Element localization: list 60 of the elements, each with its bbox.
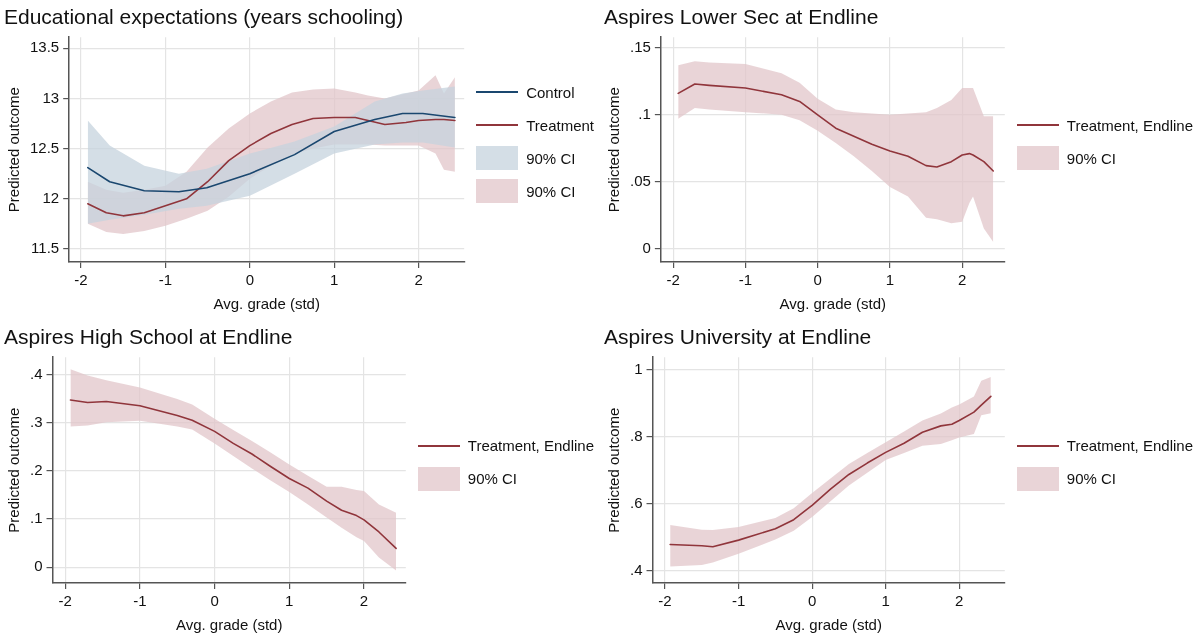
x-tick-label: -1 <box>133 592 147 610</box>
legend-label: 90% CI <box>526 182 576 200</box>
chart-title: Educational expectations (years schooling) <box>4 5 404 29</box>
x-tick-label: -1 <box>158 271 173 289</box>
legend-label: Treatment, Endline <box>1066 116 1193 134</box>
y-tick-label: .15 <box>629 38 651 56</box>
x-axis-title: Avg. grade (std) <box>775 616 882 634</box>
y-tick-label: 0 <box>34 557 43 575</box>
y-tick-label: 13 <box>42 88 60 106</box>
x-axis-title: Avg. grade (std) <box>779 295 887 313</box>
y-tick-label: .1 <box>29 509 43 527</box>
chart-title: Aspires Lower Sec at Endline <box>604 5 879 29</box>
x-tick-label: 2 <box>414 271 423 289</box>
legend-label: 90% CI <box>1066 149 1117 167</box>
x-tick-label: -2 <box>658 592 672 610</box>
y-axis-title: Predicted outcome <box>5 407 23 533</box>
x-tick-label: 2 <box>958 271 967 289</box>
x-tick-label: 0 <box>210 592 219 610</box>
x-tick-label: 2 <box>955 592 964 610</box>
legend-label: 90% CI <box>467 470 518 488</box>
y-tick-label: .2 <box>29 460 43 478</box>
x-tick-label: 0 <box>807 592 817 610</box>
y-axis-title: Predicted outcome <box>5 87 23 213</box>
chart-title: Aspires High School at Endline <box>4 325 293 349</box>
y-tick-label: .3 <box>29 412 43 430</box>
x-tick-label: 2 <box>359 592 369 610</box>
chart-title: Aspires University at Endline <box>604 325 872 349</box>
legend-label: 90% CI <box>1066 470 1117 488</box>
x-tick-label: -2 <box>74 271 88 289</box>
y-tick-label: 11.5 <box>31 239 60 257</box>
y-tick-label: .1 <box>638 104 651 122</box>
y-tick-label: .4 <box>629 561 643 579</box>
y-tick-label: .8 <box>629 427 643 445</box>
x-tick-label: -1 <box>731 592 746 610</box>
y-tick-label: 0 <box>642 238 651 256</box>
y-tick-label: .6 <box>629 494 643 512</box>
x-tick-label: 1 <box>285 592 294 610</box>
x-tick-label: -1 <box>738 271 753 289</box>
y-tick-label: 12 <box>42 188 60 206</box>
legend-label: Treatment, Endline <box>467 437 594 455</box>
x-tick-label: 1 <box>330 271 339 289</box>
x-tick-label: 0 <box>245 271 254 289</box>
x-tick-label: -2 <box>58 592 72 610</box>
legend-label: Control <box>526 83 575 101</box>
y-axis-title: Predicted outcome <box>605 407 623 533</box>
legend-label: 90% CI <box>526 149 576 167</box>
x-axis-title: Avg. grade (std) <box>175 616 283 634</box>
y-tick-label: .4 <box>29 364 43 382</box>
legend-label: Treatment <box>526 116 594 134</box>
legend-label: Treatment, Endline <box>1066 437 1193 455</box>
y-tick-label: 12.5 <box>29 138 60 156</box>
x-axis-title: Avg. grade (std) <box>213 295 320 313</box>
x-tick-label: 0 <box>813 271 822 289</box>
x-tick-label: 1 <box>885 271 895 289</box>
y-tick-label: 13.5 <box>29 38 60 56</box>
x-tick-label: -2 <box>666 271 680 289</box>
y-tick-label: 1 <box>634 360 643 378</box>
y-axis-title: Predicted outcome <box>605 87 623 213</box>
x-tick-label: 1 <box>881 592 890 610</box>
y-tick-label: .05 <box>629 171 651 189</box>
